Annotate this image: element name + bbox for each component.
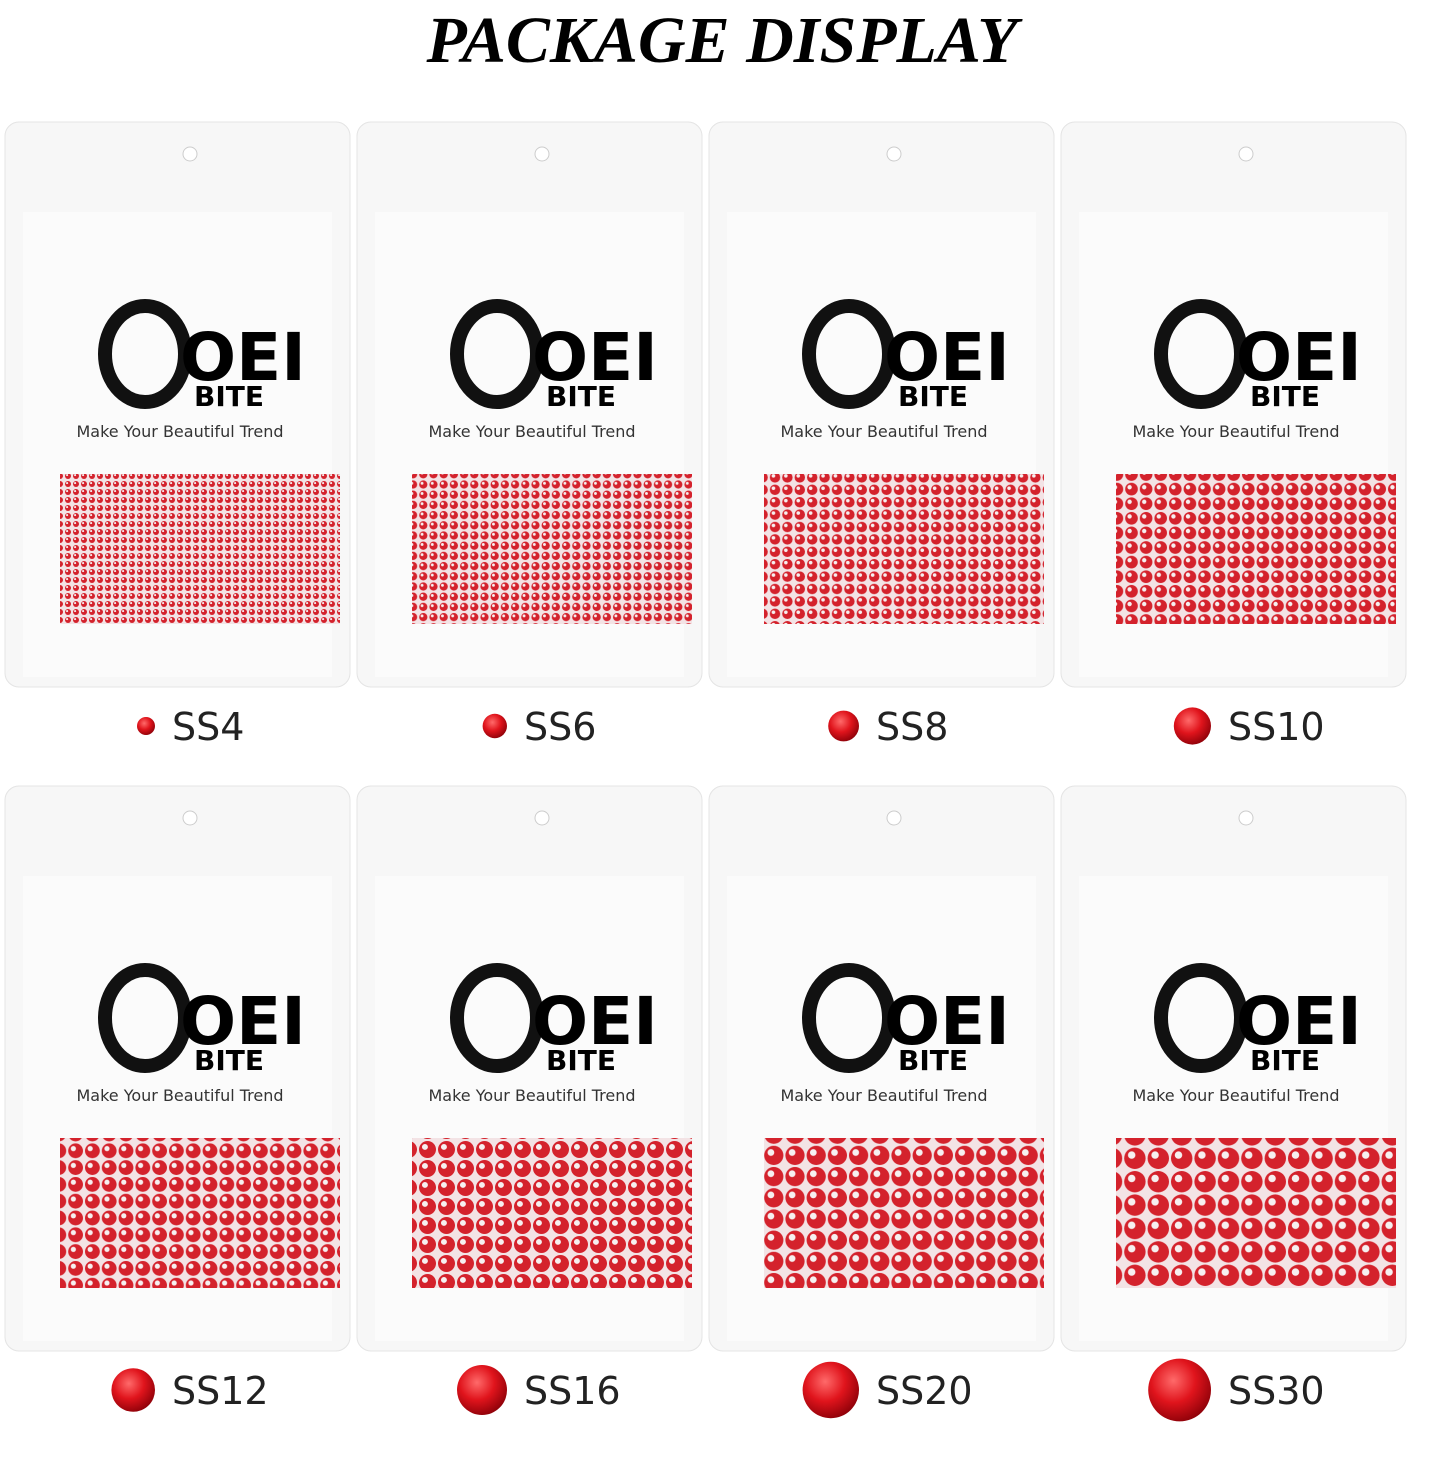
- size-label: SS20: [876, 1369, 973, 1413]
- size-label: SS4: [172, 705, 244, 749]
- tagline: Make Your Beautiful Trend: [428, 1086, 635, 1105]
- tagline: Make Your Beautiful Trend: [1132, 1086, 1339, 1105]
- logo-bottom: BITE: [1250, 380, 1320, 413]
- size-label: SS16: [524, 1369, 621, 1413]
- gem-icon: [1148, 1358, 1211, 1422]
- tagline: Make Your Beautiful Trend: [780, 422, 987, 441]
- logo-top: OEI: [180, 319, 306, 396]
- hang-hole: [534, 146, 550, 162]
- logo-top: OEI: [1236, 983, 1362, 1060]
- logo-top: OEI: [180, 983, 306, 1060]
- logo-bottom: BITE: [194, 380, 264, 413]
- size-label: SS12: [172, 1369, 269, 1413]
- hang-hole: [534, 810, 550, 826]
- rhinestone-window: [60, 474, 340, 624]
- logo-mark: [98, 299, 192, 409]
- logo-top: OEI: [884, 983, 1010, 1060]
- logo-top: OEI: [884, 319, 1010, 396]
- logo-mark: [1154, 963, 1248, 1073]
- size-label: SS10: [1228, 705, 1325, 749]
- tagline: Make Your Beautiful Trend: [1132, 422, 1339, 441]
- logo-bottom: BITE: [898, 380, 968, 413]
- gem-icon: [802, 1361, 859, 1419]
- size-label: SS8: [876, 705, 948, 749]
- logo-bottom: BITE: [546, 1044, 616, 1077]
- gem-icon: [482, 713, 507, 739]
- rhinestone-window: [412, 1138, 692, 1288]
- tagline: Make Your Beautiful Trend: [428, 422, 635, 441]
- hang-hole: [886, 810, 902, 826]
- logo-mark: [802, 299, 896, 409]
- logo-top: OEI: [1236, 319, 1362, 396]
- size-label: SS30: [1228, 1369, 1325, 1413]
- rhinestone-window: [764, 1138, 1044, 1288]
- logo-top: OEI: [532, 983, 658, 1060]
- hang-hole: [1238, 146, 1254, 162]
- page-title: PACKAGE DISPLAY: [425, 4, 1023, 77]
- hang-hole: [886, 146, 902, 162]
- tagline: Make Your Beautiful Trend: [780, 1086, 987, 1105]
- rhinestone-window: [764, 474, 1044, 624]
- tagline: Make Your Beautiful Trend: [76, 1086, 283, 1105]
- logo-mark: [1154, 299, 1248, 409]
- logo-top: OEI: [532, 319, 658, 396]
- logo-bottom: BITE: [546, 380, 616, 413]
- size-label: SS6: [524, 705, 596, 749]
- tagline: Make Your Beautiful Trend: [76, 422, 283, 441]
- gem-icon: [1173, 707, 1211, 745]
- logo-bottom: BITE: [898, 1044, 968, 1077]
- gem-icon: [457, 1365, 507, 1415]
- gem-icon: [111, 1368, 155, 1412]
- logo-mark: [450, 963, 544, 1073]
- logo-mark: [450, 299, 544, 409]
- rhinestone-window: [412, 474, 692, 624]
- hang-hole: [182, 810, 198, 826]
- logo-bottom: BITE: [194, 1044, 264, 1077]
- logo-mark: [98, 963, 192, 1073]
- rhinestone-window: [1116, 474, 1396, 624]
- gem-icon: [828, 710, 859, 742]
- logo-bottom: BITE: [1250, 1044, 1320, 1077]
- hang-hole: [1238, 810, 1254, 826]
- rhinestone-window: [60, 1138, 340, 1288]
- rhinestone-window: [1116, 1138, 1396, 1288]
- logo-mark: [802, 963, 896, 1073]
- gem-icon: [137, 717, 155, 735]
- hang-hole: [182, 146, 198, 162]
